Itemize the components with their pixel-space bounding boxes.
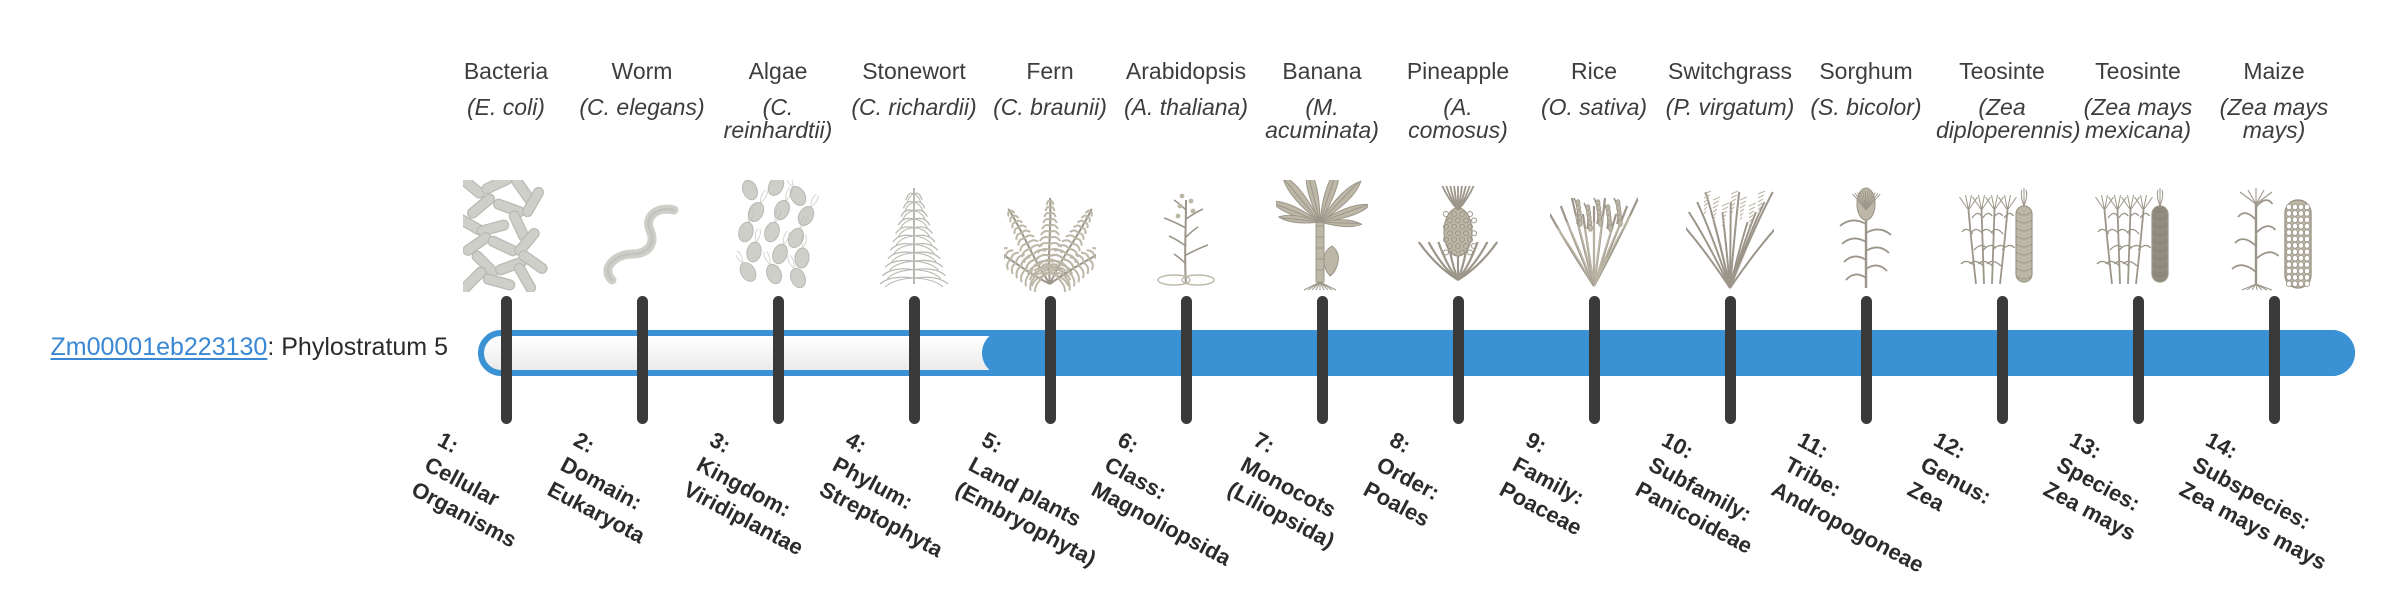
species-scientific-name: (Zea mays mays) — [2219, 94, 2329, 143]
stratum-tick — [1860, 296, 1872, 424]
species-column: Teosinte (Zea mays mexicana) — [2070, 0, 2206, 300]
maize-icon — [2206, 188, 2342, 292]
stratum-tick — [1452, 296, 1464, 424]
stratum-tick — [908, 296, 920, 424]
teosinte-diplo-icon — [1934, 188, 2070, 292]
species-common-name: Bacteria — [463, 58, 549, 84]
gene-label-separator: : — [267, 333, 282, 361]
species-column: Pineapple (A. comosus) — [1390, 0, 1526, 300]
species-common-name: Banana — [1282, 58, 1362, 84]
species-column: Worm (C. elegans) — [574, 0, 710, 300]
species-common-name: Algae — [748, 58, 808, 84]
switchgrass-icon — [1662, 188, 1798, 292]
species-common-name: Arabidopsis — [1125, 58, 1247, 84]
rice-icon — [1526, 188, 1662, 292]
species-scientific-name: (C. richardii) — [851, 94, 977, 120]
stratum-label-row: 1: Cellular Organisms 2: Domain: Eukaryot… — [407, 420, 2378, 580]
species-column: Algae (C. reinhardtii) — [710, 0, 846, 300]
teosinte-mex-icon — [2070, 188, 2206, 292]
species-common-name: Maize — [2243, 58, 2305, 84]
species-scientific-name: (E. coli) — [467, 94, 545, 120]
stratum-tick — [772, 296, 784, 424]
fern-icon — [982, 188, 1118, 292]
stratum-tick-row — [438, 296, 2378, 426]
species-column: Sorghum (S. bicolor) — [1798, 0, 1934, 300]
banana-icon — [1254, 180, 1390, 292]
algae-icon — [710, 180, 846, 292]
stratum-tick — [1180, 296, 1192, 424]
pineapple-icon — [1390, 185, 1526, 292]
species-scientific-name: (M. acuminata) — [1265, 94, 1379, 143]
species-common-name: Teosinte — [2095, 58, 2181, 84]
species-scientific-name: (A. thaliana) — [1123, 94, 1248, 120]
phylostratum-bar[interactable] — [478, 330, 2355, 376]
species-column: Teosinte (Zea diploperennis) — [1934, 0, 2081, 300]
species-column: Arabidopsis (A. thaliana) — [1118, 0, 1254, 300]
species-common-name: Switchgrass — [1668, 58, 1792, 84]
gene-phylostratum-label: Zm00001eb223130: Phylostratum 5 — [0, 333, 448, 362]
stratum-label: 14: Subspecies: Zea mays mays — [2175, 420, 2342, 580]
sorghum-icon — [1798, 187, 1934, 292]
species-common-name: Worm — [611, 58, 673, 84]
gene-id-link[interactable]: Zm00001eb223130 — [50, 333, 268, 361]
stratum-tick — [636, 296, 648, 424]
species-header-row: Bacteria (E. coli) Worm (C. elegans) Algae (… — [438, 0, 2378, 300]
stratum-tick — [1996, 296, 2008, 424]
phylostratum-value: Phylostratum 5 — [281, 333, 448, 361]
stratum-tick — [1724, 296, 1736, 424]
species-column: Stonewort (C. richardii) — [846, 0, 982, 300]
species-common-name: Rice — [1570, 58, 1617, 84]
stratum-tick — [1316, 296, 1328, 424]
species-column: Banana (M. acuminata) — [1254, 0, 1390, 300]
species-scientific-name: (P. virgatum) — [1665, 94, 1795, 120]
species-column: Maize (Zea mays mays) — [2206, 0, 2342, 300]
species-scientific-name: (A. comosus) — [1408, 94, 1508, 143]
bacteria-icon — [438, 180, 574, 292]
stratum-tick — [1044, 296, 1056, 424]
stratum-tick — [500, 296, 512, 424]
species-common-name: Stonewort — [862, 58, 966, 84]
species-scientific-name: (C. braunii) — [993, 94, 1107, 120]
species-scientific-name: (S. bicolor) — [1810, 94, 1922, 120]
species-column: Switchgrass (P. virgatum) — [1662, 0, 1798, 300]
stonewort-icon — [846, 188, 982, 292]
species-column: Bacteria (E. coli) — [438, 0, 574, 300]
stratum-tick — [2268, 296, 2280, 424]
stratum-tick — [2132, 296, 2144, 424]
species-column: Fern (C. braunii) — [982, 0, 1118, 300]
stratum-label-text: 14: Subspecies: Zea mays mays — [2175, 426, 2331, 576]
species-common-name: Sorghum — [1819, 58, 1913, 84]
stratum-tick — [1588, 296, 1600, 424]
phylostratum-bar-fill — [982, 330, 2355, 376]
species-common-name: Pineapple — [1406, 58, 1510, 84]
species-scientific-name: (Zea diploperennis) — [1936, 94, 2081, 143]
species-scientific-name: (Zea mays mexicana) — [2083, 94, 2193, 143]
worm-icon — [574, 188, 710, 292]
arabidopsis-icon — [1118, 188, 1254, 292]
species-common-name: Fern — [1026, 58, 1074, 84]
species-scientific-name: (O. sativa) — [1540, 94, 1648, 120]
species-common-name: Teosinte — [1959, 58, 2045, 84]
species-scientific-name: (C. elegans) — [579, 94, 705, 120]
species-column: Rice (O. sativa) — [1526, 0, 1662, 300]
species-scientific-name: (C. reinhardtii) — [723, 94, 833, 143]
